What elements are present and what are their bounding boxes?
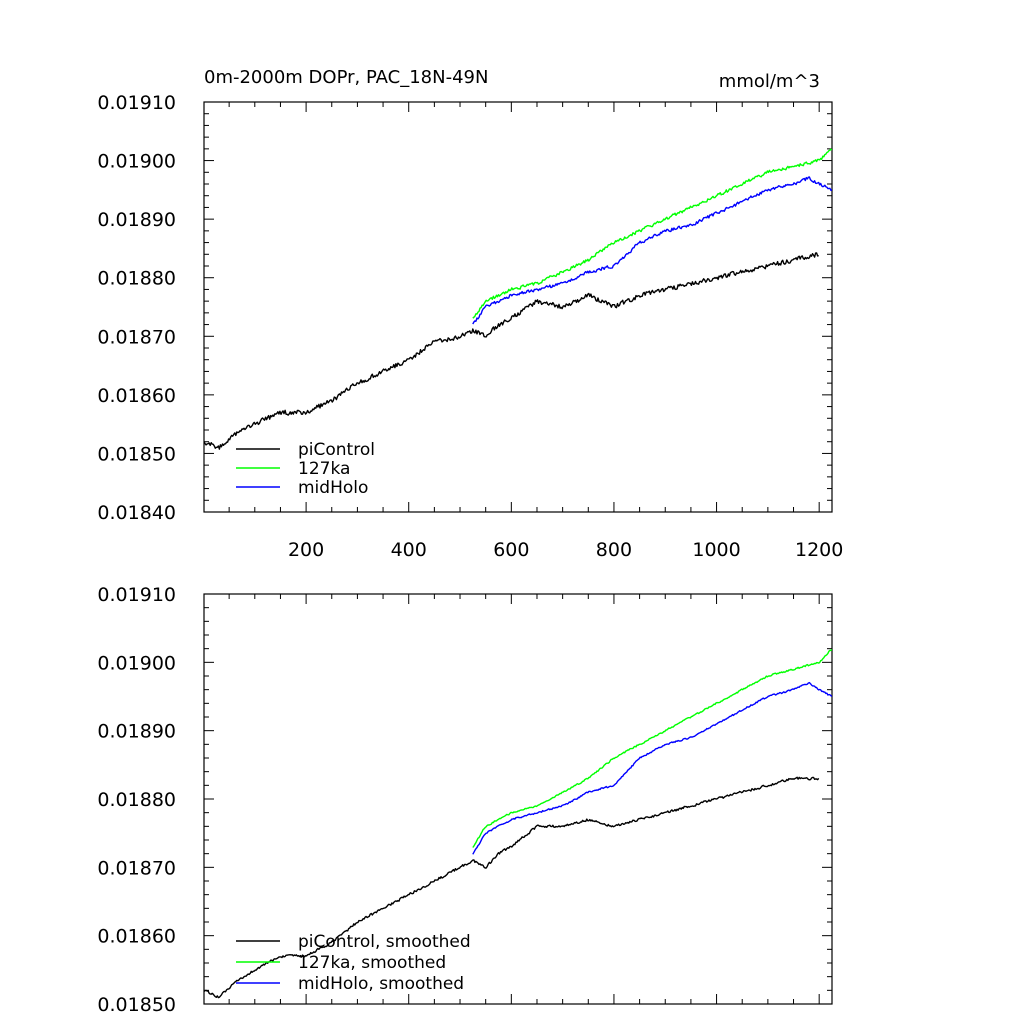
chart-title: 0m-2000m DOPr, PAC_18N-49N xyxy=(204,67,488,88)
series-line-midholo-smoothed xyxy=(472,681,832,855)
series-line-picontrol xyxy=(204,252,819,450)
y-tick-label: 0.01860 xyxy=(97,926,176,948)
x-tick-label: 400 xyxy=(391,539,427,561)
y-tick-label: 0.01900 xyxy=(97,652,176,674)
x-tick-label: 600 xyxy=(493,539,529,561)
y-tick-label: 0.01880 xyxy=(97,268,176,290)
x-tick-label: 1000 xyxy=(692,539,740,561)
top-panel: 0.01840 0.01850 0.01860 0.01870 0.01880 0.018… xyxy=(97,92,843,561)
bottom-panel: 0.01850 0.01860 0.01870 0.01880 0.01890 0.019… xyxy=(97,584,833,1016)
series-line-midholo xyxy=(472,176,832,325)
y-tick-label: 0.01890 xyxy=(97,721,176,743)
chart-units: mmol/m^3 xyxy=(719,71,820,92)
y-tick-label: 0.01880 xyxy=(97,789,176,811)
y-tick-label: 0.01890 xyxy=(97,209,176,231)
y-tick-label: 0.01910 xyxy=(97,92,176,114)
legend-label: 127ka xyxy=(298,459,350,479)
y-tick-label: 0.01870 xyxy=(97,857,176,879)
legend-label: midHolo, smoothed xyxy=(298,974,464,994)
series-line-picontrol-smoothed xyxy=(204,776,820,999)
legend-label: midHolo xyxy=(298,478,368,498)
x-tick-label: 800 xyxy=(596,539,632,561)
x-tick-label: 1200 xyxy=(795,539,843,561)
x-tick-label: 200 xyxy=(288,539,324,561)
y-tick-label: 0.01900 xyxy=(97,151,176,173)
legend-label: piControl, smoothed xyxy=(298,932,471,952)
y-tick-label: 0.01850 xyxy=(97,443,176,465)
series-line-127ka-smoothed xyxy=(472,648,832,848)
y-tick-label: 0.01840 xyxy=(97,502,176,524)
y-tick-label: 0.01910 xyxy=(97,584,176,606)
legend-label: 127ka, smoothed xyxy=(298,953,446,973)
y-tick-label: 0.01860 xyxy=(97,385,176,407)
series-line-127ka xyxy=(472,148,832,319)
y-tick-label: 0.01850 xyxy=(97,994,176,1016)
legend-label: piControl xyxy=(298,440,375,460)
y-tick-label: 0.01870 xyxy=(97,326,176,348)
plot-frame xyxy=(203,101,833,513)
